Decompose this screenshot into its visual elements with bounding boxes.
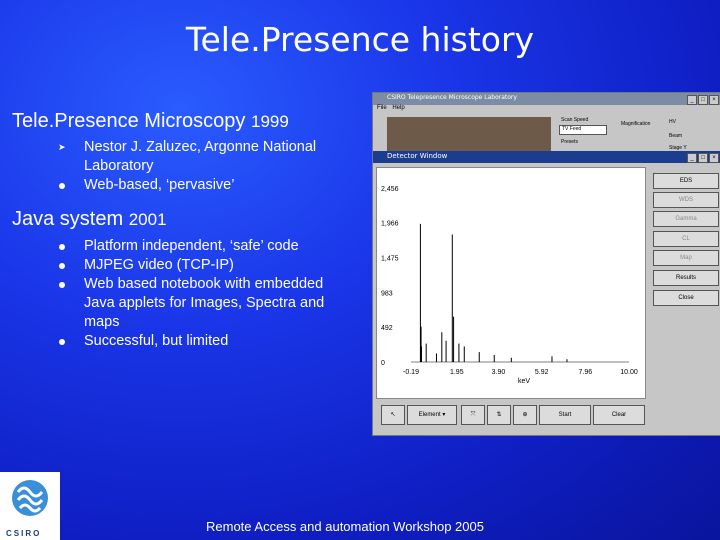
maximize-icon[interactable]: □	[698, 153, 708, 163]
presets-label: Presets	[561, 139, 578, 145]
scan-speed-label: Scan Speed	[561, 117, 589, 123]
menu-bar: File Help	[373, 105, 720, 115]
x-tick-label: 10.00	[620, 369, 638, 376]
section-heading-telepresence: Tele.Presence Microscopy 1999	[12, 110, 289, 133]
x-axis-label: keV	[518, 378, 530, 385]
section-year: 2001	[128, 210, 167, 229]
section2-bullets: Platform independent, ‘safe’ code MJPEG …	[59, 237, 354, 351]
zoom-tool-button[interactable]: ⤧	[461, 405, 485, 425]
x-tick-label: 5.92	[535, 369, 549, 376]
section-year: 1999	[251, 112, 289, 131]
wds-button[interactable]: WDS	[653, 192, 719, 208]
map-button[interactable]: Map	[653, 250, 719, 266]
beam-label: Beam	[669, 133, 683, 139]
stage-y-label: Stage Y	[669, 145, 687, 151]
csiro-logo: CSIRO	[0, 472, 60, 540]
bullet-text: Web-based, ‘pervasive’	[84, 177, 235, 193]
detector-window-controls: _ □ ×	[687, 153, 719, 163]
dot-bullet-icon	[59, 282, 65, 288]
element-select[interactable]: Element ▾	[407, 405, 457, 425]
cursor-icon: ↖	[390, 412, 396, 418]
arrow-bullet-icon: ➤	[58, 142, 66, 152]
cl-button[interactable]: CL	[653, 231, 719, 247]
footer-text: Remote Access and automation Workshop 20…	[206, 519, 484, 534]
x-tick-label: 1.95	[450, 369, 464, 376]
bullet-text: Nestor J. Zaluzec, Argonne National Labo…	[84, 139, 317, 174]
start-button[interactable]: Start	[539, 405, 591, 425]
slide-title: Tele.Presence history	[185, 20, 535, 59]
close-icon[interactable]: ×	[709, 95, 719, 105]
bullet-item: Web based notebook with embedded Java ap…	[59, 275, 354, 332]
minimize-icon[interactable]: _	[687, 95, 697, 105]
x-tick-label: -0.19	[403, 369, 419, 376]
bullet-text: Web based notebook with embedded Java ap…	[84, 276, 325, 330]
scale-icon: ⇅	[496, 412, 502, 418]
x-tick-label: 7.96	[579, 369, 593, 376]
logo-mark-icon	[12, 480, 48, 516]
maximize-icon[interactable]: □	[698, 95, 708, 105]
detector-window-titlebar: Detector Window _ □ ×	[373, 151, 720, 163]
bullet-text: MJPEG video (TCP-IP)	[84, 257, 234, 273]
video-feed	[387, 117, 551, 153]
dot-bullet-icon	[59, 244, 65, 250]
zoom-icon: ⤧	[470, 412, 476, 418]
menu-file[interactable]: File	[377, 105, 387, 111]
y-tick-label: 1,475	[381, 256, 399, 263]
close-icon[interactable]: ×	[709, 153, 719, 163]
magnify-tool-button[interactable]: ⊕	[513, 405, 537, 425]
bullet-item: Successful, but limited	[59, 332, 354, 351]
bullet-item: Web-based, ‘pervasive’	[59, 176, 352, 195]
bullet-item: ➤ Nestor J. Zaluzec, Argonne National La…	[58, 138, 352, 176]
y-tick-label: 1,966	[381, 221, 399, 228]
bullet-text: Successful, but limited	[84, 333, 229, 349]
main-window-title: CSIRO Telepresence Microscope Laboratory	[387, 94, 517, 101]
close-button[interactable]: Close	[653, 290, 719, 306]
section-heading-text: Tele.Presence Microscopy	[12, 110, 246, 132]
y-tick-label: 492	[381, 325, 393, 332]
y-tick-label: 983	[381, 290, 393, 297]
section-heading-java: Java system 2001	[12, 208, 167, 231]
dot-bullet-icon	[59, 339, 65, 345]
bullet-item: MJPEG video (TCP-IP)	[59, 256, 354, 275]
minimize-icon[interactable]: _	[687, 153, 697, 163]
element-select-label: Element	[418, 412, 441, 418]
main-window-titlebar: CSIRO Telepresence Microscope Laboratory…	[373, 93, 720, 105]
scan-speed-value: TV Feed	[562, 126, 582, 132]
hv-label: HV	[669, 119, 676, 125]
scale-tool-button[interactable]: ⇅	[487, 405, 511, 425]
section1-bullets: ➤ Nestor J. Zaluzec, Argonne National La…	[58, 138, 352, 195]
menu-help[interactable]: Help	[392, 105, 405, 111]
eds-button[interactable]: EDS	[653, 173, 719, 189]
clear-button[interactable]: Clear	[593, 405, 645, 425]
logo-text: CSIRO	[6, 529, 42, 538]
y-tick-label: 2,456	[381, 186, 399, 193]
gamma-button[interactable]: Gamma	[653, 211, 719, 227]
cursor-tool-button[interactable]: ↖	[381, 405, 405, 425]
magnify-icon: ⊕	[522, 412, 528, 418]
application-screenshot: CSIRO Telepresence Microscope Laboratory…	[372, 92, 720, 436]
results-button[interactable]: Results	[653, 270, 719, 286]
y-tick-label: 0	[381, 360, 385, 367]
dot-bullet-icon	[59, 263, 65, 269]
bullet-text: Platform independent, ‘safe’ code	[84, 238, 299, 254]
section-heading-text: Java system	[12, 208, 124, 230]
x-tick-label: 3.90	[492, 369, 506, 376]
spectrum-chart: 2,456 1,966 1,475 983 492 0 -0.19 1.95 3.90 5.92 7…	[381, 186, 638, 385]
spectrum-plot: 2,456 1,966 1,475 983 492 0 -0.19 1.95 3.90 5.92 7…	[376, 167, 646, 399]
window-controls: _ □ ×	[687, 95, 719, 105]
bullet-item: Platform independent, ‘safe’ code	[59, 237, 354, 256]
chevron-down-icon: ▾	[442, 412, 446, 418]
detector-window: Detector Window _ □ × 2,456 1,966 1,475 983…	[373, 151, 720, 435]
detector-window-title: Detector Window	[387, 152, 448, 160]
magnification-label: Magnification	[621, 121, 651, 127]
dot-bullet-icon	[59, 183, 65, 189]
scan-speed-select[interactable]: TV Feed	[559, 125, 607, 135]
